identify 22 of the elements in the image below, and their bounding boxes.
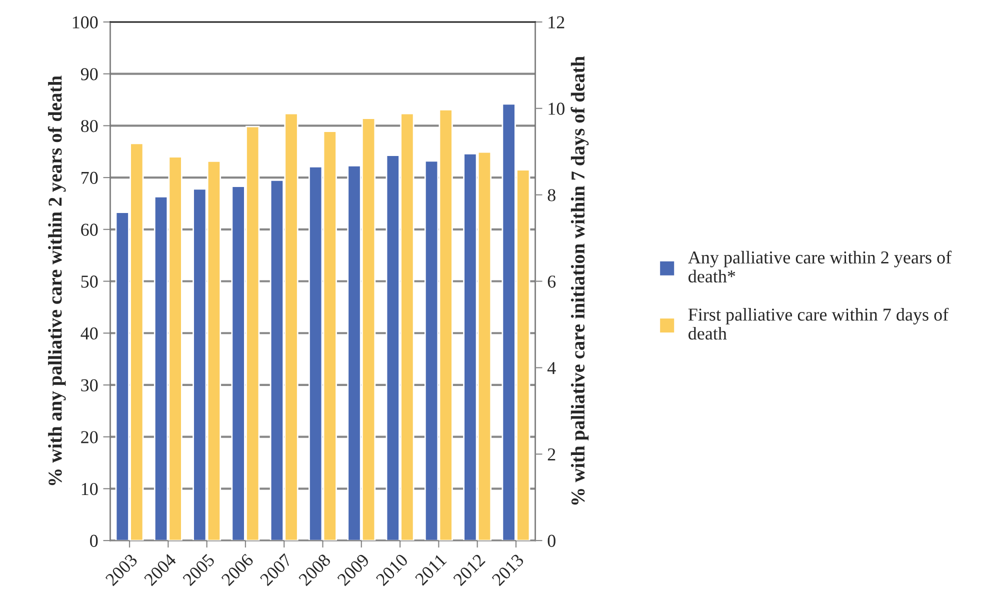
y2-tick-label: 6 <box>548 276 556 288</box>
y-tick-label: 0 <box>90 534 98 547</box>
y-tick-label: 70 <box>82 172 98 184</box>
y-tick-label: 40 <box>80 327 98 340</box>
y-tick-label: 10 <box>82 482 98 496</box>
y-tick-label: 80 <box>81 120 98 132</box>
y-tick-label: 20 <box>81 431 98 444</box>
y-tick-label: 60 <box>81 224 98 236</box>
y2-tick-label: 8 <box>548 189 556 202</box>
y-tick-label: 30 <box>81 379 98 392</box>
y-tick-label: 50 <box>81 276 98 288</box>
legend-label: First palliative care within 7 days of death <box>688 308 949 340</box>
y2-tick-label: 12 <box>548 16 564 28</box>
y-axis-title: % with any palliative care within 2 years of death <box>48 76 66 486</box>
y2-tick-label: 2 <box>548 448 556 460</box>
y-tick-label: 90 <box>80 68 98 80</box>
legend-label: Any palliative care within 2 years of death* <box>688 250 952 282</box>
y2-tick-label: 10 <box>548 102 564 115</box>
y2-tick-label: 0 <box>548 534 556 547</box>
y-tick-label: 100 <box>72 16 98 28</box>
y2-axis-title: % with palliative care initiation within 7 days of death <box>570 56 589 505</box>
y2-tick-label: 4 <box>547 362 556 374</box>
